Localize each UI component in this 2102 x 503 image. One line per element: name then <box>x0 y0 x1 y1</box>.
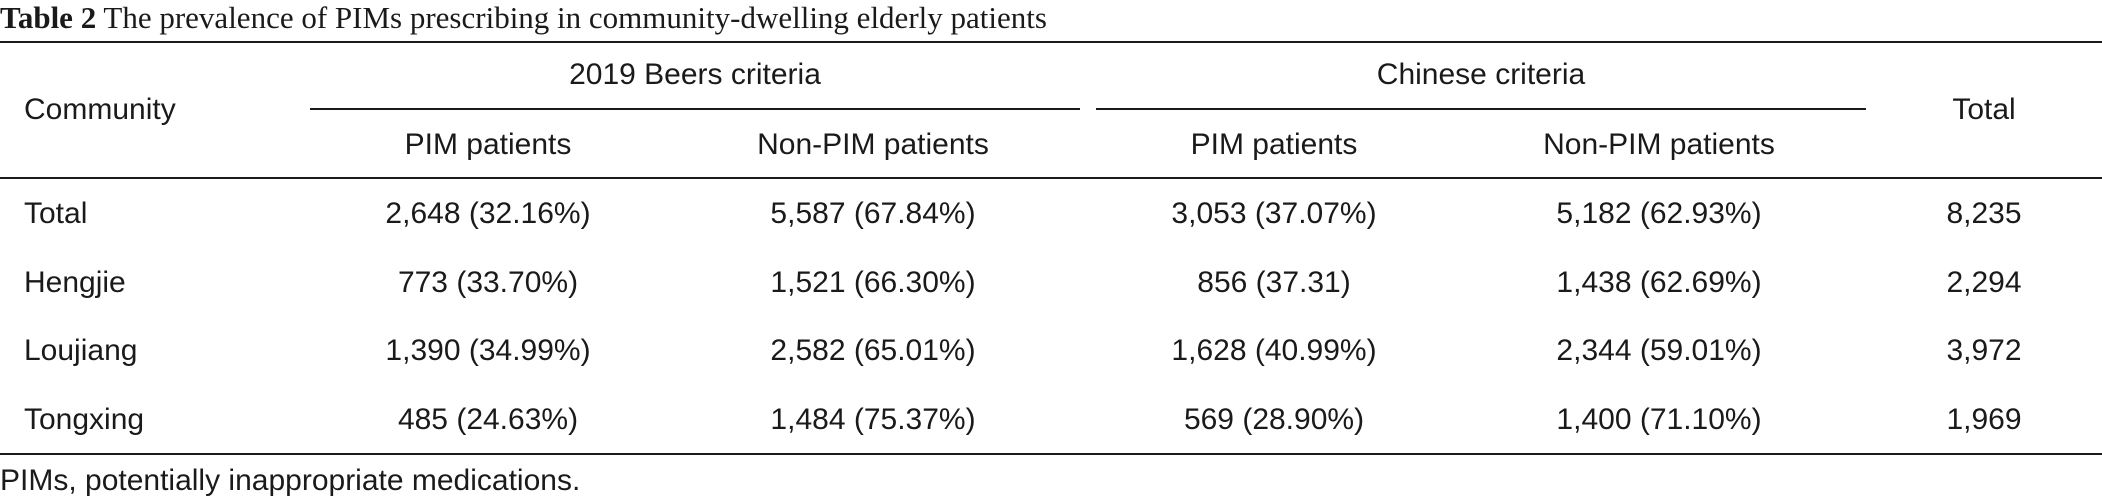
row-hengjie-beers-non: 1,521 (66.30%) <box>770 266 976 299</box>
row-total-chinese-non: 5,182 (62.93%) <box>1556 197 1762 230</box>
row-total-beers-non: 5,587 (67.84%) <box>770 197 976 230</box>
table-label: Table 2 <box>0 0 97 35</box>
row-tongxing-beers-non: 1,484 (75.37%) <box>770 403 976 436</box>
group-rule-beers <box>310 108 1080 110</box>
row-tongxing-community: Tongxing <box>24 403 145 436</box>
top-rule <box>0 41 2102 43</box>
table-caption: Table 2 The prevalence of PIMs prescribi… <box>0 0 1047 36</box>
row-loujiang-chinese-non: 2,344 (59.01%) <box>1556 334 1762 367</box>
row-tongxing-beers-pim: 485 (24.63%) <box>397 403 579 436</box>
row-hengjie-chinese-non: 1,438 (62.69%) <box>1556 266 1762 299</box>
bottom-rule <box>0 453 2102 455</box>
row-tongxing-chinese-non: 1,400 (71.10%) <box>1556 403 1762 436</box>
row-tongxing-chinese-pim: 569 (28.90%) <box>1183 403 1365 436</box>
header-community: Community <box>24 93 176 126</box>
table-footnote: PIMs, potentially inappropriate medicati… <box>0 464 581 497</box>
row-total-community: Total <box>24 197 88 230</box>
row-total-total: 8,235 <box>1946 197 2022 230</box>
header-chinese-non-pim: Non-PIM patients <box>1543 128 1775 161</box>
header-rule <box>0 177 2102 179</box>
table-title: The prevalence of PIMs prescribing in co… <box>103 0 1047 35</box>
row-tongxing-total: 1,969 <box>1946 403 2022 436</box>
header-beers-pim: PIM patients <box>404 128 572 161</box>
row-loujiang-beers-non: 2,582 (65.01%) <box>770 334 976 367</box>
group-rule-chinese <box>1096 108 1866 110</box>
row-hengjie-total: 2,294 <box>1946 266 2022 299</box>
row-loujiang-total: 3,972 <box>1946 334 2022 367</box>
header-beers-non-pim: Non-PIM patients <box>757 128 989 161</box>
row-loujiang-community: Loujiang <box>24 334 138 367</box>
row-hengjie-community: Hengjie <box>24 266 126 299</box>
row-loujiang-beers-pim: 1,390 (34.99%) <box>385 334 591 367</box>
row-hengjie-beers-pim: 773 (33.70%) <box>397 266 579 299</box>
header-chinese-pim: PIM patients <box>1190 128 1358 161</box>
header-group-beers: 2019 Beers criteria <box>569 58 821 91</box>
row-total-beers-pim: 2,648 (32.16%) <box>385 197 591 230</box>
row-loujiang-chinese-pim: 1,628 (40.99%) <box>1171 334 1377 367</box>
row-total-chinese-pim: 3,053 (37.07%) <box>1171 197 1377 230</box>
header-group-chinese: Chinese criteria <box>1376 58 1586 91</box>
row-hengjie-chinese-pim: 856 (37.31) <box>1197 266 1351 299</box>
header-total: Total <box>1952 93 2016 126</box>
